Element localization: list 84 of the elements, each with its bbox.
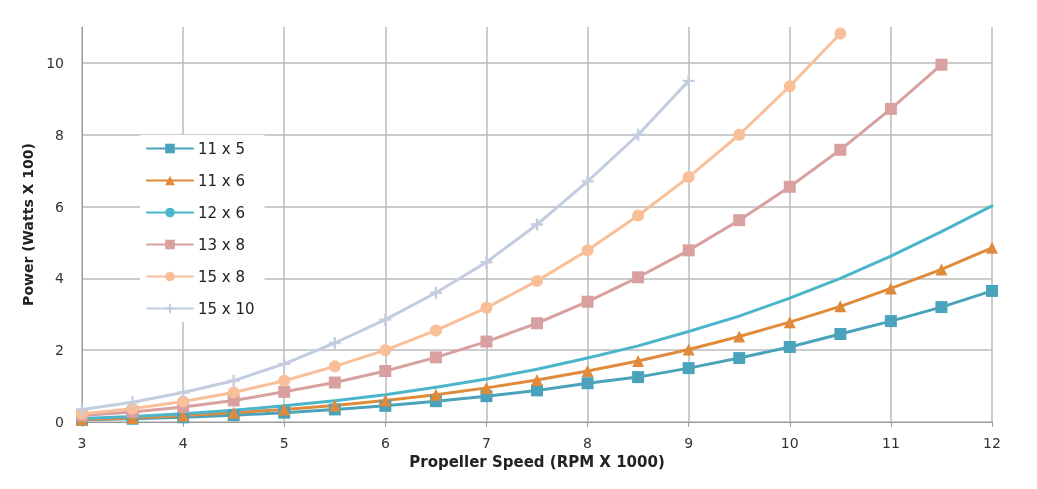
point [429, 388, 442, 401]
x-tick-label: 7 [481, 435, 491, 451]
point [884, 315, 897, 328]
point [783, 340, 796, 353]
point [783, 180, 796, 193]
point [531, 218, 543, 231]
point [379, 313, 392, 326]
point [682, 343, 695, 356]
legend-label: 13 x 8 [198, 235, 246, 254]
point [278, 374, 291, 387]
point [531, 317, 543, 330]
y-tick-label: 2 [55, 342, 64, 359]
x-axis-title: Propeller Speed (RPM X 1000) [409, 453, 665, 472]
point [581, 175, 594, 188]
point [278, 385, 291, 398]
point [227, 374, 240, 387]
point [429, 351, 442, 364]
legend-label: 15 x 8 [198, 267, 246, 286]
point [480, 301, 493, 314]
point [227, 386, 240, 399]
point [783, 316, 796, 329]
x-tick-label: 11 [881, 435, 900, 451]
point [632, 354, 645, 367]
point [935, 263, 948, 276]
x-tick-label: 6 [380, 435, 390, 451]
point [682, 362, 695, 375]
point [632, 371, 645, 384]
point [177, 386, 190, 399]
point [986, 284, 998, 297]
point [480, 256, 493, 269]
point [581, 377, 594, 390]
point [834, 27, 847, 40]
point [379, 344, 392, 357]
point [986, 241, 998, 254]
point [76, 403, 88, 416]
point [581, 244, 594, 257]
legend-label: 12 x 6 [198, 203, 246, 222]
point [783, 80, 796, 93]
point [935, 301, 948, 314]
point [379, 394, 392, 407]
x-tick-label: 8 [583, 435, 593, 451]
x-tick-label: 5 [279, 435, 289, 451]
point [733, 128, 746, 141]
y-tick-label: 6 [55, 198, 65, 215]
legend-label: 11 x 6 [198, 171, 246, 190]
point [834, 300, 847, 313]
point [733, 330, 746, 343]
x-tick-label: 4 [178, 435, 188, 451]
point [328, 360, 341, 373]
point [682, 74, 695, 87]
point [429, 324, 442, 337]
point [733, 214, 746, 227]
point [581, 295, 594, 308]
point [480, 381, 493, 394]
point [884, 282, 897, 295]
legend-label: 15 x 10 [198, 299, 255, 318]
point [632, 271, 645, 284]
point [632, 209, 645, 222]
y-tick-label: 10 [46, 54, 64, 71]
y-tick-label: 8 [55, 126, 64, 143]
point [834, 328, 847, 341]
legend-label: 11 x 5 [198, 139, 246, 158]
point [480, 335, 493, 348]
point [834, 143, 847, 156]
x-tick-label: 10 [780, 435, 799, 451]
y-tick-label: 4 [55, 270, 65, 287]
point [682, 244, 695, 257]
point [177, 395, 190, 408]
point [935, 58, 948, 71]
point [531, 373, 543, 386]
x-tick-label: 12 [983, 435, 1001, 451]
point [733, 352, 746, 365]
point [884, 102, 897, 115]
point [379, 365, 392, 378]
point [328, 376, 341, 389]
point [682, 171, 695, 184]
y-tick-label: 0 [55, 414, 64, 430]
x-tick-label: 9 [684, 435, 694, 451]
point [531, 274, 543, 287]
x-tick-label: 3 [77, 435, 87, 451]
y-axis-title: Power (Watts X 100) [20, 143, 37, 306]
point [126, 396, 139, 409]
point [328, 399, 341, 412]
point [581, 365, 594, 378]
